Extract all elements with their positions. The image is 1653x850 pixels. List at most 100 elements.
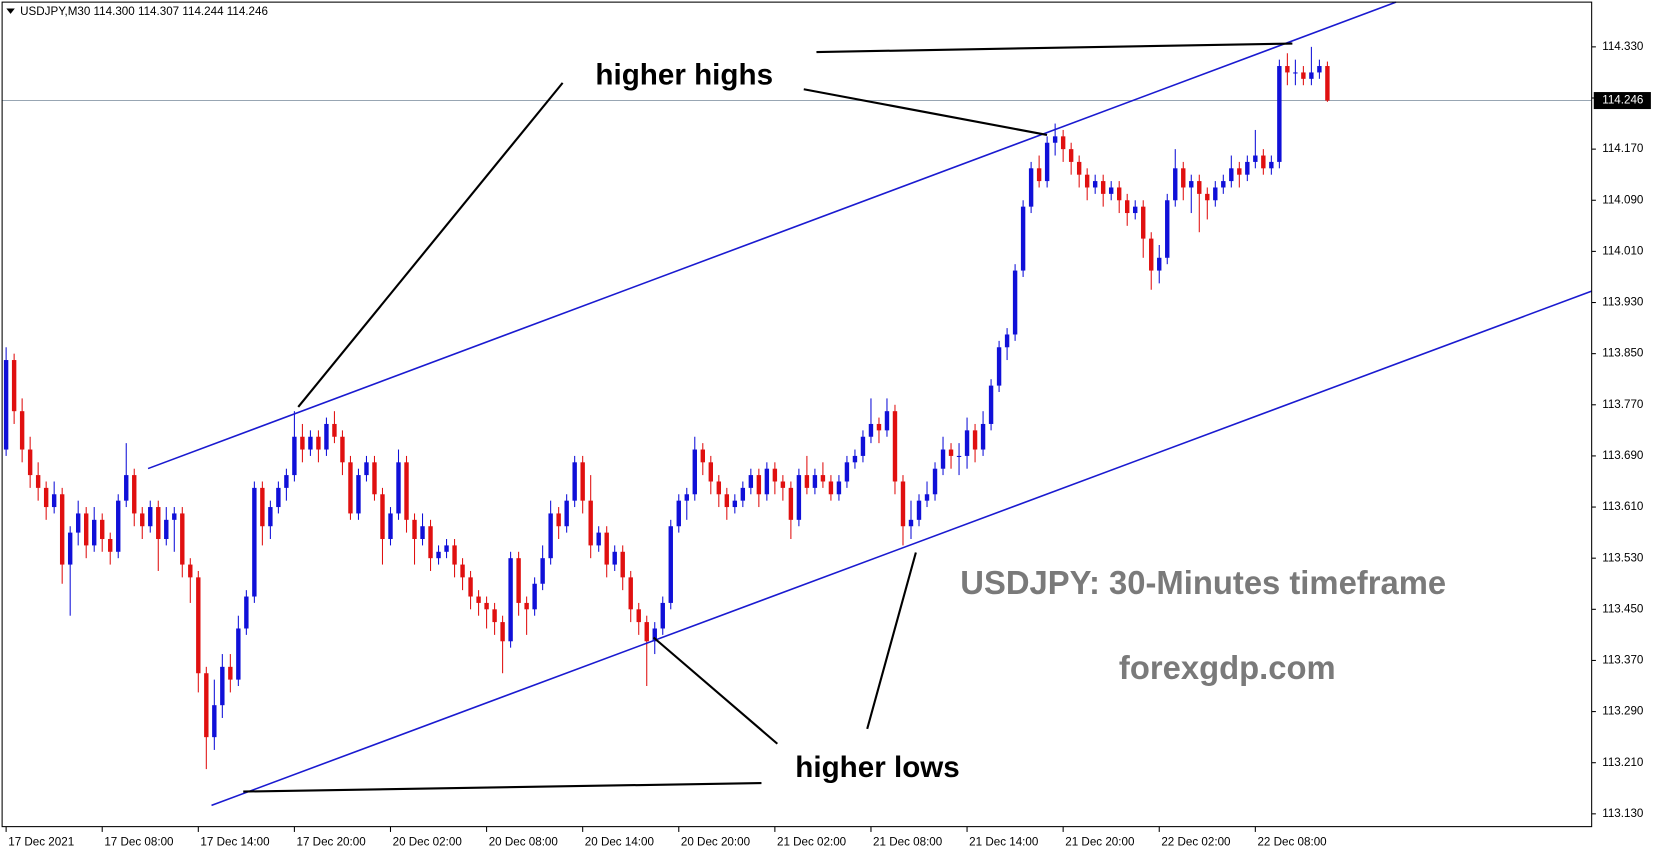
y-tick-label: 113.850	[1602, 347, 1644, 360]
candle-body	[92, 519, 97, 546]
candle-body	[140, 513, 145, 527]
candle-body	[1221, 181, 1226, 188]
y-tick-label: 113.610	[1602, 500, 1644, 513]
candle-body	[228, 666, 233, 680]
candle-body	[1108, 187, 1114, 194]
candle-body	[780, 481, 786, 488]
candle-body	[268, 507, 273, 527]
candle-body	[612, 551, 617, 565]
candle-body	[380, 494, 385, 540]
y-tick-label: 114.170	[1602, 142, 1644, 155]
candle-body	[67, 532, 73, 565]
candle-body	[1036, 168, 1042, 182]
candle-body	[83, 513, 89, 546]
candle-body	[75, 513, 81, 533]
lower-channel	[211, 290, 1592, 807]
candle-body	[356, 475, 361, 514]
candle-body	[11, 360, 17, 412]
y-tick-label: 113.450	[1602, 602, 1644, 615]
candle-body	[1044, 142, 1050, 182]
candle-body	[1253, 155, 1258, 162]
candle-body	[1004, 334, 1010, 348]
candle-body	[1317, 66, 1322, 73]
candle-body	[444, 545, 449, 552]
candle-body	[1076, 161, 1082, 175]
candle-body	[396, 462, 401, 514]
y-tick-label: 113.530	[1602, 551, 1644, 564]
candle-body	[116, 500, 121, 552]
candle-body	[308, 436, 313, 450]
candle-body	[844, 462, 850, 482]
candle-body	[156, 507, 161, 540]
upper-channel	[147, 1, 1397, 470]
candle-body	[956, 455, 962, 457]
candle-body	[236, 628, 241, 680]
annotation: higher highs	[595, 58, 773, 91]
price-label-box	[1593, 92, 1651, 110]
candle-body	[564, 500, 569, 527]
candle-body	[884, 411, 890, 431]
pointer-line	[866, 552, 917, 730]
x-tick-label: 20 Dec 20:00	[681, 836, 751, 849]
candle-body	[1125, 200, 1130, 214]
y-tick-label: 113.930	[1602, 296, 1644, 309]
candle-body	[300, 436, 305, 450]
candle-body	[756, 475, 762, 495]
candle-body	[172, 513, 177, 520]
candle-body	[428, 526, 433, 559]
x-tick-label: 21 Dec 02:00	[777, 836, 847, 849]
candle-body	[796, 475, 802, 520]
menu-arrow[interactable]	[6, 8, 15, 14]
candle-body	[108, 539, 113, 552]
candle-body	[1197, 181, 1202, 194]
x-tick-label: 17 Dec 2021	[8, 836, 74, 849]
candle-body	[260, 487, 265, 527]
candle-body	[1092, 181, 1098, 188]
candle-body	[620, 551, 625, 578]
price-label: 114.246	[1602, 94, 1643, 107]
candle-body	[244, 596, 249, 629]
candle-body	[468, 577, 473, 597]
candle-body	[252, 487, 257, 597]
candle-body	[916, 500, 922, 520]
candle-body	[604, 532, 609, 565]
candle-body	[540, 558, 545, 584]
candle-body	[27, 449, 33, 476]
candle-body	[436, 551, 441, 559]
candle-body	[660, 602, 665, 629]
x-tick-label: 21 Dec 14:00	[969, 836, 1039, 849]
candle-body	[1052, 136, 1058, 143]
x-tick-label: 17 Dec 14:00	[200, 836, 270, 849]
candle-body	[1149, 238, 1154, 271]
candle-body	[1068, 149, 1074, 162]
candle-body	[1020, 206, 1026, 271]
candle-body	[500, 622, 505, 642]
candle-body	[508, 558, 513, 642]
y-tick-label: 114.090	[1602, 193, 1644, 206]
candle-body	[1205, 193, 1210, 201]
candle-body	[220, 666, 225, 706]
candle-body	[412, 519, 417, 540]
candle-body	[948, 449, 954, 456]
pointer-line	[297, 82, 564, 408]
candle-body	[180, 513, 185, 565]
candle-body	[636, 609, 641, 623]
candle-body	[404, 462, 409, 520]
candle-body	[276, 487, 281, 508]
candle-body	[35, 475, 41, 488]
candle-body	[1173, 168, 1178, 201]
y-tick-label: 113.130	[1602, 807, 1644, 820]
candle-body	[100, 519, 105, 540]
candle-body	[1189, 181, 1194, 188]
candle-body	[732, 500, 738, 508]
candle-body	[484, 602, 489, 610]
candle-body	[348, 462, 353, 514]
candle-body	[964, 430, 970, 456]
candle-body	[1133, 206, 1138, 214]
candle-body	[516, 558, 521, 603]
x-tick-label: 21 Dec 20:00	[1065, 836, 1135, 849]
candle-body	[420, 526, 425, 540]
candle-body	[996, 347, 1002, 386]
candle-body	[3, 360, 9, 450]
